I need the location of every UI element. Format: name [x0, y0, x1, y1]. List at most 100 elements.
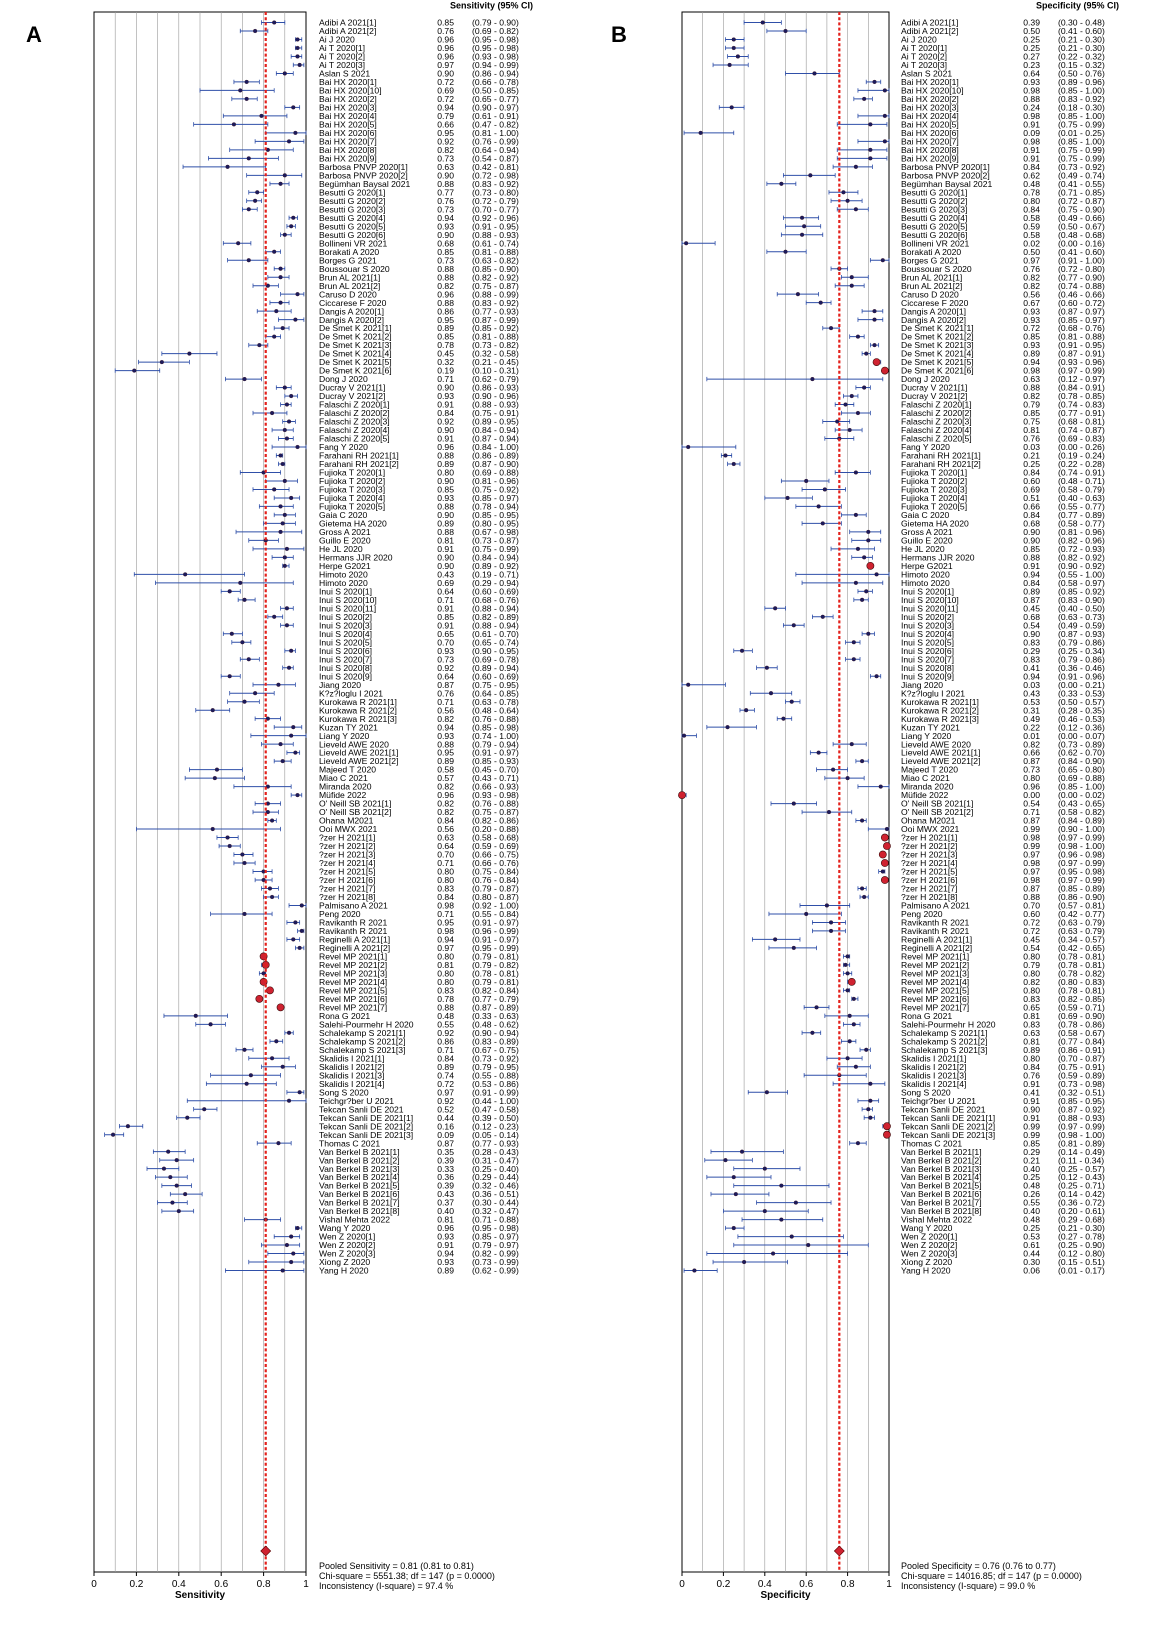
study-label: Adibi A 2021[2] — [319, 26, 376, 36]
ci-value: (0.81 - 0.89) — [1058, 1138, 1105, 1148]
study-row: ?zer H 2021[2] 0.99 (0.98 - 1.00) — [883, 841, 1105, 851]
estimate-value: 0.66 — [437, 119, 454, 129]
point-estimate — [295, 793, 300, 798]
estimate-value: 0.84 — [1023, 510, 1040, 520]
point-estimate — [280, 759, 285, 764]
point-estimate — [731, 45, 736, 51]
study-label: Falaschi Z 2020[3] — [901, 417, 972, 427]
study-label: Tekcan Sanli DE 2021[3] — [319, 1130, 413, 1140]
ci-value: (0.44 - 1.00) — [472, 1096, 519, 1106]
study-label: Inui S 2020[2] — [319, 612, 372, 622]
ci-value: (0.15 - 0.51) — [1058, 1257, 1105, 1267]
point-estimate — [246, 258, 251, 263]
ci-value: (0.95 - 0.99) — [472, 943, 519, 953]
estimate-value: 0.64 — [437, 841, 454, 851]
study-row: De Smet K 2021[3] 0.93 (0.91 - 0.95) — [869, 340, 1105, 350]
study-row: Van Berkel B 2021[5] 0.39 (0.32 - 0.46) — [161, 1181, 519, 1191]
point-estimate — [280, 521, 285, 526]
ci-value: (0.85 - 0.92) — [472, 323, 519, 333]
study-row: Ooi MWX 2021 0.99 (0.90 - 1.00) — [867, 824, 1105, 834]
ci-value: (0.85 - 0.98) — [472, 722, 519, 732]
ci-value: (0.19 - 0.24) — [1058, 451, 1105, 461]
study-label: Revel MP 2021[1] — [319, 952, 387, 962]
ci-value: (0.82 - 0.89) — [472, 612, 519, 622]
study-label: Bai HX 2020[4] — [901, 111, 959, 121]
study-label: Besutti G 2020[6] — [901, 230, 967, 240]
ci-value: (0.85 - 0.93) — [472, 756, 519, 766]
point-estimate — [293, 920, 298, 925]
study-label: He JL 2020 — [901, 544, 945, 554]
point-estimate — [800, 232, 805, 237]
estimate-value: 0.71 — [437, 1045, 454, 1055]
study-row: ?zer H 2021[4] 0.71 (0.66 - 0.76) — [233, 858, 519, 868]
point-estimate — [802, 224, 807, 229]
study-label: Lieveld AWE 2020 — [319, 739, 389, 749]
estimate-value: 0.89 — [437, 459, 454, 469]
study-label: Skalidis I 2021[2] — [319, 1062, 384, 1072]
study-label: ?zer H 2021[8] — [901, 892, 957, 902]
point-estimate — [880, 258, 885, 263]
estimate-value: 0.87 — [1023, 595, 1040, 605]
study-label: Bollineni VR 2021 — [901, 238, 970, 248]
estimate-value: 0.74 — [437, 1070, 454, 1080]
estimate-value: 0.73 — [437, 255, 454, 265]
ci-value: (0.65 - 0.74) — [472, 637, 519, 647]
study-row: Herpe G2021 0.91 (0.90 - 0.92) — [866, 561, 1105, 571]
point-estimate — [779, 1183, 784, 1188]
study-row: Barbosa PNVP 2020[1] 0.84 (0.73 - 0.92) — [832, 162, 1105, 172]
study-label: Guillo E 2020 — [901, 535, 953, 545]
study-label: Bai HX 2020[5] — [319, 119, 377, 129]
estimate-value: 0.48 — [1023, 1181, 1040, 1191]
ci-value: (0.77 - 0.84) — [1058, 1036, 1105, 1046]
study-row: Thomas C 2021 0.85 (0.81 - 0.89) — [849, 1138, 1105, 1148]
study-row: Tekcan Sanli DE 2021[2] 0.16 (0.12 - 0.23) — [119, 1121, 519, 1131]
ci-value: (0.77 - 0.93) — [472, 306, 519, 316]
study-row: Adibi A 2021[1] 0.39 (0.30 - 0.48) — [743, 18, 1105, 28]
point-estimate — [187, 351, 192, 356]
ci-value: (0.69 - 0.82) — [472, 26, 519, 36]
ci-value: (0.85 - 0.97) — [472, 493, 519, 503]
study-row: Van Berkel B 2021[7] 0.55 (0.36 - 0.72) — [756, 1198, 1105, 1208]
point-estimate — [278, 300, 283, 305]
estimate-value: 0.98 — [1023, 366, 1040, 376]
estimate-value: 0.88 — [437, 527, 454, 537]
point-estimate — [225, 835, 230, 840]
study-label: Schalekamp S 2021[2] — [901, 1036, 987, 1046]
point-estimate — [789, 699, 794, 704]
study-row: Farahani RH 2021[2] 0.25 (0.22 - 0.28) — [727, 459, 1105, 469]
point-estimate — [729, 105, 734, 110]
study-label: Inui S 2020[3] — [901, 620, 954, 630]
point-estimate — [853, 207, 858, 212]
ci-value: (0.78 - 0.82) — [1058, 968, 1105, 978]
study-label: Ciccarese F 2020 — [319, 298, 387, 308]
study-label: Revel MP 2021[6] — [901, 994, 969, 1004]
estimate-value: 0.21 — [1023, 1155, 1040, 1165]
point-estimate — [282, 555, 287, 560]
estimate-value: 0.82 — [437, 145, 454, 155]
study-label: Skalidis I 2021[2] — [901, 1062, 966, 1072]
point-estimate — [733, 1192, 738, 1197]
point-estimate — [686, 444, 691, 450]
study-row: Peng 2020 0.71 (0.55 - 0.84) — [210, 909, 519, 919]
study-label: Falaschi Z 2020[4] — [319, 425, 390, 435]
pooled-estimate-text: Pooled Specificity = 0.76 (0.76 to 0.77) — [901, 1561, 1056, 1571]
study-row: O' Neill SB 2021[2] 0.82 (0.75 - 0.87) — [252, 807, 519, 817]
ci-value: (0.72 - 0.98) — [472, 170, 519, 180]
study-label: Ai T 2020[3] — [319, 60, 365, 70]
estimate-value: 0.83 — [1023, 994, 1040, 1004]
study-label: Besutti G 2020[2] — [901, 196, 967, 206]
study-row: Van Berkel B 2021[4] 0.25 (0.12 - 0.43) — [706, 1172, 1105, 1182]
ci-value: (0.61 - 0.91) — [472, 111, 519, 121]
study-label: De Smet K 2021[5] — [901, 357, 974, 367]
study-label: Besutti G 2020[4] — [901, 213, 967, 223]
estimate-value: 0.87 — [437, 1138, 454, 1148]
point-estimate — [866, 1107, 871, 1112]
estimate-value: 0.85 — [437, 485, 454, 495]
point-estimate — [764, 1090, 769, 1095]
ci-value: (0.32 - 0.47) — [472, 1206, 519, 1216]
study-label: Thomas C 2021 — [901, 1138, 962, 1148]
study-label: Farahani RH 2021[1] — [901, 451, 981, 461]
ci-value: (0.70 - 0.87) — [1058, 1053, 1105, 1063]
study-label: Van Berkel B 2021[5] — [901, 1181, 982, 1191]
point-estimate — [297, 1090, 302, 1095]
